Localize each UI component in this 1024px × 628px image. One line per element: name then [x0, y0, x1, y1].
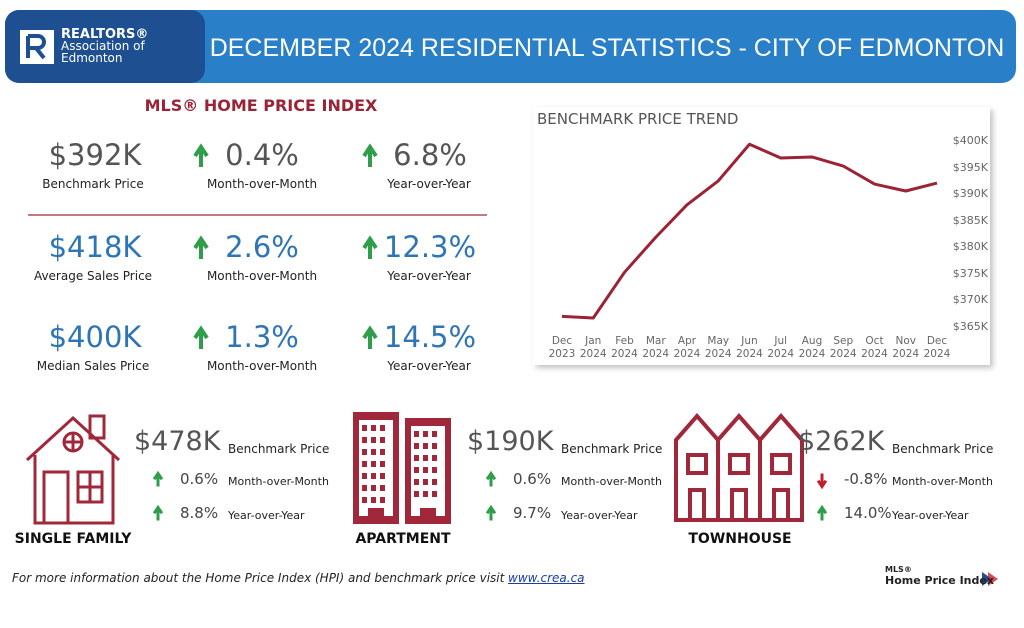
type-change: 8.8% [180, 504, 219, 522]
footer-link[interactable]: www.crea.ca [508, 571, 585, 585]
type-label: Benchmark Price [228, 442, 330, 456]
footer-logo-text: Home Price Index [885, 574, 994, 587]
type-change: -0.8% [844, 470, 888, 488]
stat-label: Year-over-Year [387, 359, 471, 373]
arrow-up [152, 504, 164, 521]
arrow-up [362, 143, 378, 167]
logo-r [26, 34, 46, 60]
page-title: DECEMBER 2024 RESIDENTIAL STATISTICS - C… [209, 34, 1005, 62]
stat-label: Year-over-Year [387, 177, 471, 191]
x-tick-label: Mar 2024 [642, 335, 670, 360]
y-tick-label: $390K [952, 187, 988, 201]
stat-label: Benchmark Price [42, 177, 144, 191]
x-tick-label: Jul 2024 [767, 335, 795, 360]
type-change: 0.6% [180, 470, 219, 488]
footer-logo-mark [988, 572, 998, 586]
type-label: Benchmark Price [561, 442, 663, 456]
stat-value: $418K [48, 230, 142, 264]
type-label: Benchmark Price [892, 442, 994, 456]
type-label: Year-over-Year [892, 509, 969, 522]
stat-value: $392K [48, 138, 142, 172]
x-tick-label: Dec 2023 [548, 335, 576, 360]
type-label: Month-over-Month [228, 475, 329, 488]
arrow-up [485, 470, 497, 487]
stat-label: Month-over-Month [206, 177, 318, 191]
y-tick-label: $365K [952, 320, 988, 334]
x-tick-label: Nov 2024 [892, 335, 920, 360]
stat-label: Median Sales Price [36, 359, 150, 373]
footer-logo-text: MLS® [885, 565, 912, 574]
type-name: TOWNHOUSE [688, 531, 792, 547]
x-tick-label: Dec 2024 [923, 335, 951, 360]
stat-change: 6.8% [393, 138, 467, 172]
type-price: $478K [134, 426, 221, 457]
type-change: 9.7% [513, 504, 552, 522]
x-tick-label: Jun 2024 [736, 335, 763, 360]
stat-value: $400K [48, 320, 142, 354]
header-bar [5, 10, 1016, 83]
arrow-up [193, 235, 209, 259]
arrow-up [485, 504, 497, 521]
x-tick-label: Oct 2024 [861, 335, 888, 360]
y-tick-label: $395K [952, 160, 988, 174]
icon-apartment [353, 412, 451, 524]
arrow-up [362, 325, 378, 349]
type-name: SINGLE FAMILY [14, 531, 132, 547]
stat-label: Average Sales Price [33, 269, 153, 283]
icon-townhouse [674, 412, 804, 522]
arrow-up [362, 235, 378, 259]
x-tick-label: Apr 2024 [673, 335, 701, 360]
trend-line [561, 142, 938, 320]
type-label: Month-over-Month [892, 475, 993, 488]
chart-title: BENCHMARK PRICE TREND [537, 110, 739, 128]
chart-box [533, 107, 990, 365]
type-label: Year-over-Year [561, 509, 638, 522]
stat-label: Year-over-Year [387, 269, 471, 283]
footer-logo-mark [982, 572, 992, 586]
arrow-up [193, 325, 209, 349]
type-name: APARTMENT [355, 531, 451, 547]
stat-label: Month-over-Month [206, 359, 318, 373]
y-tick-label: $385K [952, 213, 988, 227]
logo-text: Edmonton [61, 51, 123, 65]
type-label: Year-over-Year [228, 509, 305, 522]
logo-text: Association of [61, 39, 145, 53]
arrow-up [152, 470, 164, 487]
logo-text: REALTORS® [61, 27, 149, 42]
stat-change: 12.3% [383, 230, 477, 264]
x-tick-label: Feb 2024 [611, 335, 638, 360]
stat-label: Month-over-Month [206, 269, 318, 283]
y-tick-label: $380K [952, 240, 988, 254]
logo-band [5, 10, 205, 83]
arrow-down [816, 473, 828, 490]
y-tick-label: $375K [952, 266, 988, 280]
y-tick-label: $400K [952, 134, 988, 148]
type-label: Month-over-Month [561, 475, 662, 488]
stat-change: 2.6% [225, 230, 299, 264]
stat-change: 1.3% [225, 320, 299, 354]
x-tick-label: May 2024 [704, 335, 732, 360]
x-tick-label: Jan 2024 [579, 335, 607, 360]
x-tick-label: Aug 2024 [798, 335, 826, 360]
footer-text: For more information about the Home Pric… [12, 571, 505, 585]
arrow-up [193, 143, 209, 167]
stat-change: 0.4% [225, 138, 299, 172]
type-price: $190K [467, 426, 554, 457]
x-tick-label: Sep 2024 [829, 335, 857, 360]
y-tick-label: $370K [952, 293, 988, 307]
icon-house [25, 414, 121, 525]
stat-change: 14.5% [383, 320, 477, 354]
section-title: MLS® HOME PRICE INDEX [144, 96, 378, 115]
type-change: 14.0% [844, 504, 892, 522]
type-change: 0.6% [513, 470, 552, 488]
type-price: $262K [798, 426, 885, 457]
arrow-up [816, 504, 828, 521]
